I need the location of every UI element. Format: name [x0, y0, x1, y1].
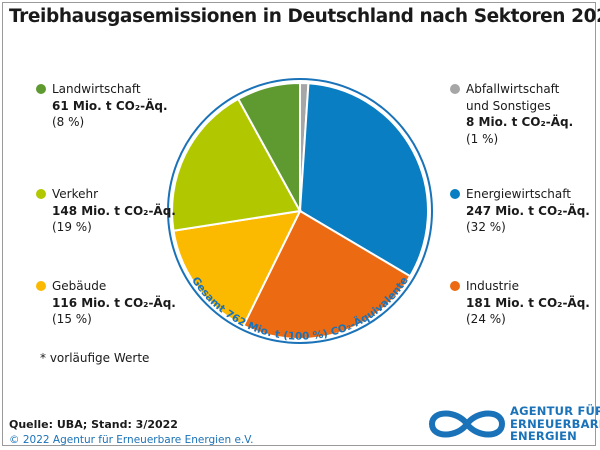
legend-percent: (8 %) — [52, 115, 85, 129]
legend-swatch — [450, 84, 460, 94]
legend-swatch — [450, 189, 460, 199]
legend-label-line2: und Sonstiges — [466, 98, 551, 113]
legend-label: Gebäude — [52, 279, 107, 293]
legend-value: 148 Mio. t CO₂-Äq. — [52, 203, 176, 218]
legend-entry-landwirtschaft: Landwirtschaft 61 Mio. t CO₂-Äq. (8 %) — [36, 81, 168, 131]
legend-percent: (1 %) — [466, 131, 499, 146]
legend-label: Landwirtschaft — [52, 82, 141, 96]
legend-entry-verkehr: Verkehr 148 Mio. t CO₂-Äq. (19 %) — [36, 186, 176, 236]
legend-entry-energiewirtschaft: Energiewirtschaft 247 Mio. t CO₂-Äq. (32… — [450, 186, 590, 236]
legend-swatch — [36, 84, 46, 94]
pie-slice-energiewirtschaft — [298, 82, 429, 278]
legend-swatch — [450, 281, 460, 291]
pie-outer-ring — [167, 78, 433, 344]
pie-slice-landwirtschaft — [236, 81, 301, 212]
legend-percent: (24 %) — [466, 312, 506, 326]
legend-value: 247 Mio. t CO₂-Äq. — [466, 203, 590, 218]
source-text: Quelle: UBA; Stand: 3/2022 — [9, 418, 178, 431]
legend-entry-industrie: Industrie 181 Mio. t CO₂-Äq. (24 %) — [450, 278, 590, 328]
legend-percent: (15 %) — [52, 312, 92, 326]
pie-slice-verkehr — [171, 97, 302, 232]
logo-wordmark: AGENTUR FÜR ERNEUERBARE ENERGIEN — [510, 405, 600, 443]
pie-slice-gebäude — [172, 209, 302, 328]
footnote: * vorläufige Werte — [40, 351, 150, 365]
chart-title: Treibhausgasemissionen in Deutschland na… — [9, 6, 600, 27]
legend-swatch — [36, 189, 46, 199]
logo-line2: ERNEUERBARE — [510, 416, 600, 431]
chart-frame — [2, 2, 596, 446]
legend-value: 116 Mio. t CO₂-Äq. — [52, 295, 176, 310]
logo-line3: ENERGIEN — [510, 429, 577, 443]
legend-label: Energiewirtschaft — [466, 187, 571, 201]
legend-label: Verkehr — [52, 187, 99, 201]
legend-value: 61 Mio. t CO₂-Äq. — [52, 98, 168, 113]
legend-label: Abfallwirtschaft — [466, 82, 560, 96]
legend-percent: (32 %) — [466, 220, 506, 234]
legend-percent: (19 %) — [52, 220, 92, 234]
infinity-icon — [429, 410, 505, 438]
legend-swatch — [36, 281, 46, 291]
legend-value: 181 Mio. t CO₂-Äq. — [466, 295, 590, 310]
logo-line1: AGENTUR FÜR — [510, 404, 600, 418]
copyright-text: © 2022 Agentur für Erneuerbare Energien … — [9, 434, 254, 446]
legend-entry-gebaeude: Gebäude 116 Mio. t CO₂-Äq. (15 %) — [36, 278, 176, 328]
legend-label: Industrie — [466, 279, 519, 293]
legend-value: 8 Mio. t CO₂-Äq. — [466, 115, 574, 129]
legend-entry-abfallwirtschaft: Abfallwirtschaft und Sonstiges 8 Mio. t … — [450, 81, 574, 147]
